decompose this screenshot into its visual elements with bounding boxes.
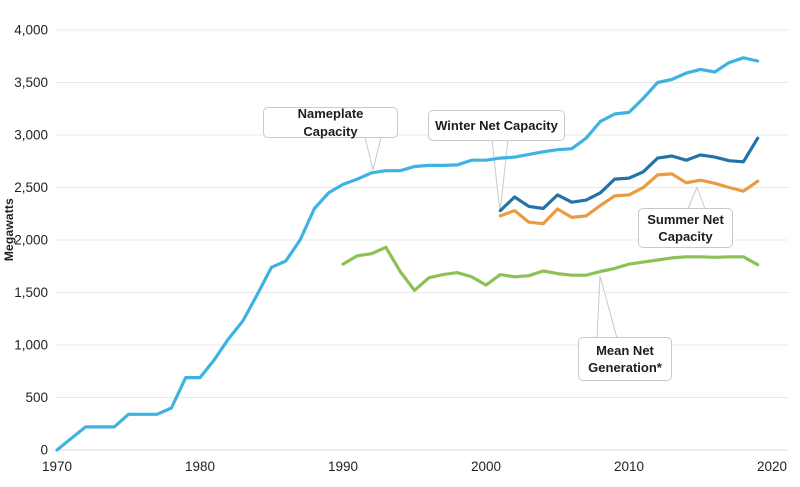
x-tick-label: 2000 bbox=[471, 459, 501, 474]
annotation-winter-net-capacity: Winter Net Capacity bbox=[428, 110, 565, 141]
y-tick-label: 1,500 bbox=[14, 285, 48, 300]
series-line-summer-net-capacity bbox=[498, 172, 760, 226]
annotation-callout-wedge bbox=[687, 186, 706, 210]
y-tick-label: 1,000 bbox=[14, 338, 48, 353]
y-tick-label: 500 bbox=[25, 390, 48, 405]
x-tick-label: 2020 bbox=[757, 459, 787, 474]
y-tick-label: 4,000 bbox=[14, 23, 48, 38]
annotation-summer-net-capacity: Summer Net Capacity bbox=[638, 208, 733, 248]
annotation-callout-wedge bbox=[491, 139, 509, 213]
x-tick-label: 1990 bbox=[328, 459, 358, 474]
y-tick-label: 3,500 bbox=[14, 75, 48, 90]
x-tick-label: 1970 bbox=[42, 459, 72, 474]
annotation-callout-wedge bbox=[596, 275, 618, 339]
series-line-winter-net-capacity bbox=[498, 136, 760, 213]
series-line-mean-net-generation bbox=[341, 245, 760, 292]
annotation-mean-net-generation: Mean Net Generation* bbox=[578, 337, 672, 381]
y-tick-label: 2,500 bbox=[14, 180, 48, 195]
series-line-nameplate-capacity bbox=[55, 56, 760, 452]
y-tick-label: 0 bbox=[40, 443, 48, 458]
annotation-nameplate-capacity: Nameplate Capacity bbox=[263, 106, 398, 139]
y-tick-label: 2,000 bbox=[14, 233, 48, 248]
y-tick-label: 3,000 bbox=[14, 128, 48, 143]
annotation-callout-wedge bbox=[364, 136, 382, 171]
x-tick-label: 2010 bbox=[614, 459, 644, 474]
x-tick-label: 1980 bbox=[185, 459, 215, 474]
